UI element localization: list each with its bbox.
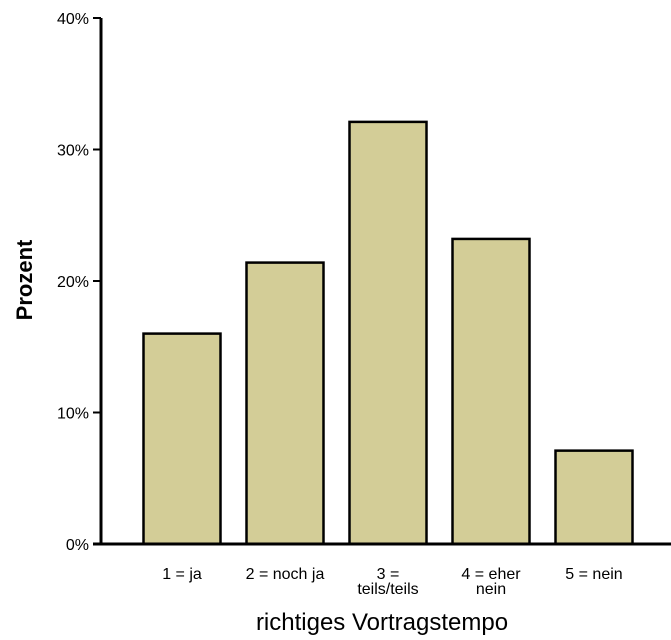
y-tick-label: 20%: [57, 274, 89, 291]
bar-4: [451, 237, 531, 546]
y-tick-label: 40%: [57, 11, 89, 28]
y-axis-title: Prozent: [12, 239, 37, 320]
x-tick-label: 4 = eher nein: [461, 566, 521, 598]
y-tick-label: 30%: [57, 143, 89, 160]
y-tick-label: 10%: [57, 406, 89, 423]
x-tick-label: 1 = ja: [162, 566, 202, 583]
x-axis-tick-labels: 1 = ja 2 = noch ja 3 = teils/teils 4 = eher n…: [162, 566, 622, 598]
x-tick-label: 2 = noch ja: [246, 566, 325, 583]
x-axis-title: richtiges Vortragstempo: [256, 609, 508, 636]
x-tick-label: 3 = teils/teils: [357, 566, 418, 598]
y-tick-label: 0%: [66, 537, 89, 554]
bar-5: [554, 449, 634, 546]
bar-1: [142, 332, 222, 546]
bar-3: [348, 120, 428, 546]
y-axis-ticks: 0% 10% 20% 30% 40%: [57, 11, 101, 554]
bar-2: [245, 261, 325, 546]
bars: [142, 120, 634, 546]
x-tick-label: 5 = nein: [565, 566, 622, 583]
